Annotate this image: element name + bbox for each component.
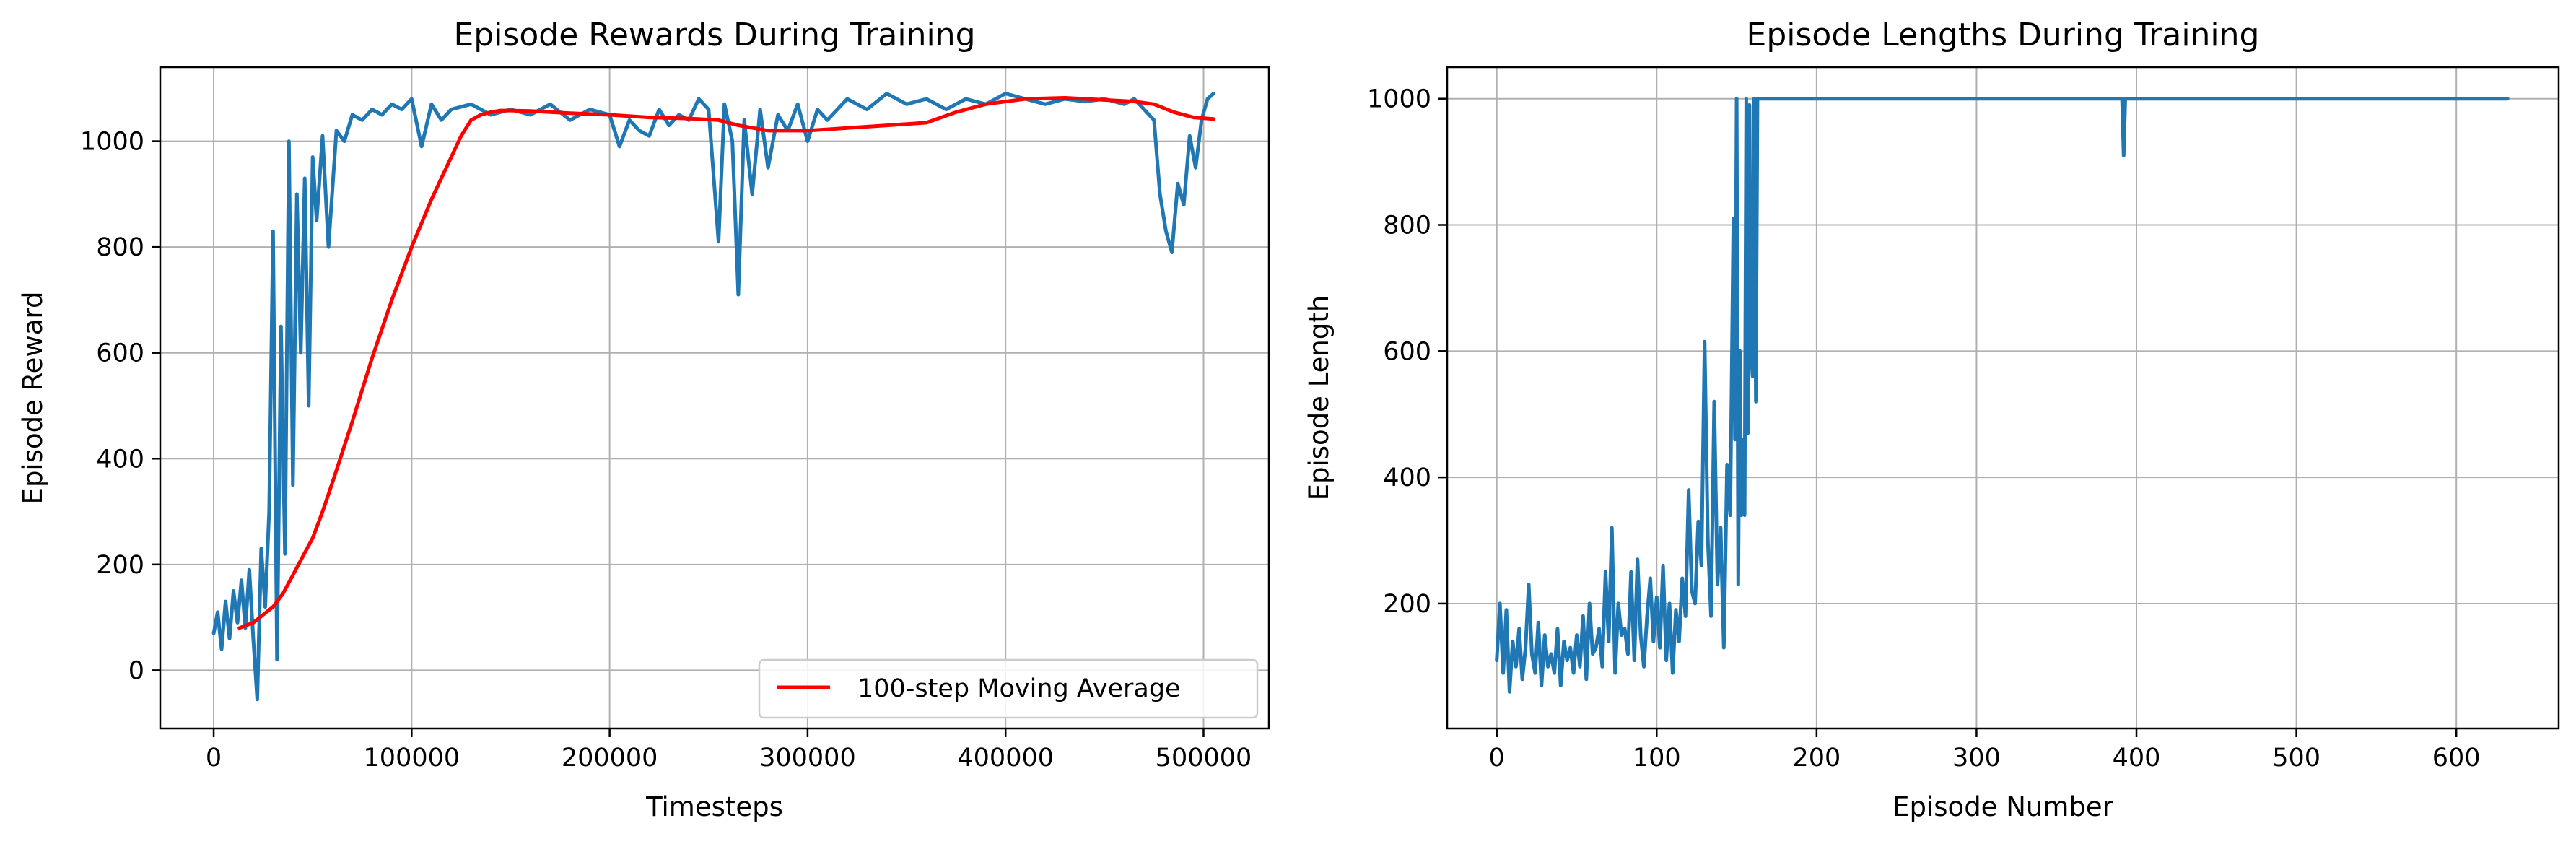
x-tick-label: 500000: [1156, 744, 1252, 773]
rewards-ticks: 0 100000 200000 300000 400000 500000 0 200 400 60…: [80, 128, 1252, 773]
lengths-ticks: 0 100 200 300 400 500 600 200 400 600 800 1000: [1367, 85, 2481, 773]
series-line-0: [1495, 97, 2510, 694]
x-tick-label: 300: [1952, 744, 2001, 773]
lengths-y-axis-label: Episode Length: [1304, 295, 1335, 501]
x-tick-label: 200: [1792, 744, 1841, 773]
y-tick-label: 600: [1383, 337, 1431, 366]
series-line-0: [211, 92, 1215, 702]
x-tick-label: 400: [2113, 744, 2161, 773]
y-tick-label: 600: [96, 339, 144, 368]
rewards-y-axis-label: Episode Reward: [17, 292, 48, 505]
lengths-x-axis-label: Episode Number: [1892, 791, 2113, 822]
y-tick-label: 0: [128, 656, 144, 685]
y-tick-label: 800: [1383, 212, 1431, 240]
lengths-chart: 0 100 200 300 400 500 600 200 400 600 800 1000 Epis…: [1304, 17, 2560, 822]
y-tick-label: 1000: [80, 128, 144, 157]
series-line-1: [237, 96, 1215, 630]
rewards-x-axis-label: Timesteps: [645, 791, 783, 822]
rewards-legend: 100-step Moving Average: [758, 658, 1259, 719]
legend-entry-moving-average: 100-step Moving Average: [857, 674, 1181, 703]
lengths-plot-frame: [1446, 66, 2560, 730]
x-tick-label: 100000: [364, 744, 460, 773]
y-tick-label: 400: [96, 445, 144, 474]
y-tick-label: 1000: [1367, 85, 1431, 114]
x-tick-label: 0: [1489, 744, 1505, 773]
x-tick-label: 400000: [957, 744, 1054, 773]
rewards-series: [211, 92, 1215, 702]
rewards-chart: 0 100000 200000 300000 400000 500000 0 200 400 60…: [17, 17, 1270, 822]
y-tick-label: 200: [96, 551, 144, 580]
rewards-plot-frame: [159, 66, 1270, 730]
x-tick-label: 100: [1633, 744, 1681, 773]
rewards-chart-title: Episode Rewards During Training: [453, 17, 975, 53]
x-tick-label: 200000: [562, 744, 658, 773]
lengths-series: [1495, 97, 2510, 694]
y-tick-label: 200: [1383, 590, 1431, 619]
lengths-chart-title: Episode Lengths During Training: [1747, 17, 2260, 53]
y-tick-label: 400: [1383, 464, 1431, 492]
x-tick-label: 600: [2432, 744, 2481, 773]
x-tick-label: 300000: [759, 744, 856, 773]
y-tick-label: 800: [96, 233, 144, 262]
x-tick-label: 0: [206, 744, 222, 773]
legend-box: [758, 658, 1259, 719]
x-tick-label: 500: [2272, 744, 2320, 773]
